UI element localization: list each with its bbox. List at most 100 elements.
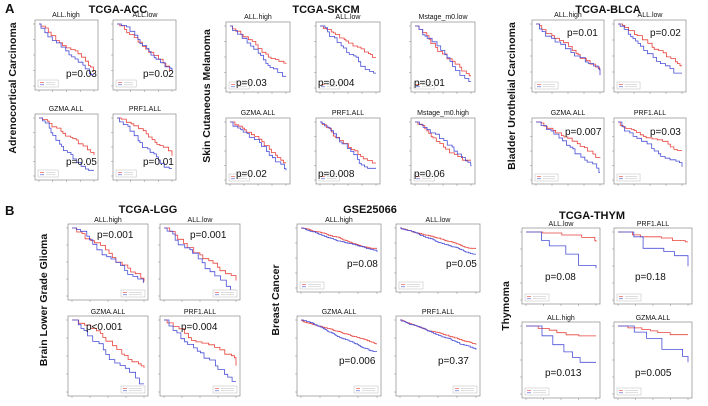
legend-box xyxy=(398,281,424,290)
plot-frame xyxy=(225,117,291,185)
km-plot-pvalue: p=0.01 xyxy=(567,28,598,39)
legend-box xyxy=(616,387,642,396)
km-plot-pvalue: p=0.01 xyxy=(414,78,445,89)
km-plot-title: ALL.low xyxy=(638,12,664,19)
survival-curve-low xyxy=(72,227,144,283)
km-plot: GZMA.ALL p=0.006 xyxy=(295,309,382,398)
survival-curve-high xyxy=(230,121,286,164)
plot-frame xyxy=(296,315,382,397)
km-plot: ALL.high p=0.08 xyxy=(295,217,382,294)
survival-curve-low xyxy=(164,319,236,382)
survival-curve-high xyxy=(164,227,237,281)
km-plot-title: PRF1.ALL xyxy=(634,110,666,117)
legend-box xyxy=(524,387,550,396)
survival-curve-low xyxy=(320,25,376,74)
panel-letter-b: B xyxy=(5,203,14,218)
survival-curve-high xyxy=(230,25,287,64)
km-plot-title: ALL.low xyxy=(133,12,159,19)
km-plot-pvalue: p=0.08 xyxy=(545,272,576,283)
survival-curve-low xyxy=(164,227,236,291)
km-plot-title: Mstage_m0.high xyxy=(417,110,469,117)
km-plot-pvalue: p=0.008 xyxy=(318,169,355,180)
legend-box xyxy=(524,293,550,302)
plot-frame xyxy=(225,21,291,93)
legend-box xyxy=(120,385,146,394)
km-plot: PRF1.ALL p=0.18 xyxy=(612,221,693,306)
plot-frame xyxy=(315,117,381,185)
survival-curve-low xyxy=(39,117,94,171)
side-label-breast-cancer: Breast Cancer xyxy=(270,264,282,335)
survival-curve-high xyxy=(39,117,95,156)
plot-frame xyxy=(410,21,476,93)
survival-curve-high xyxy=(526,325,596,337)
survival-curve-high xyxy=(415,25,471,77)
legend-box xyxy=(534,81,559,90)
plot-frame xyxy=(34,19,99,91)
side-label-brain-lgg: Brain Lower Grade Glioma xyxy=(38,234,50,367)
km-plot: ALL.high p=0.03 xyxy=(33,12,99,92)
survival-curve-low xyxy=(400,227,476,255)
survival-curve-low xyxy=(230,121,287,171)
km-plot: Mstage_m0.high p=0.06 xyxy=(409,110,476,186)
km-plot-pvalue: p=0.37 xyxy=(438,356,469,367)
km-plot-title: PRF1.ALL xyxy=(129,106,161,113)
km-plot-title: GZMA.ALL xyxy=(49,106,84,113)
km-plot-title: ALL.high xyxy=(554,12,582,19)
side-label-thymoma: Thymoma xyxy=(500,281,512,331)
group-title-tcga-thym: TCGA-THYM xyxy=(559,210,625,222)
legend-box xyxy=(616,173,641,182)
plot-frame xyxy=(521,227,601,305)
survival-curve-low xyxy=(301,319,377,352)
plot-frame xyxy=(521,321,601,399)
km-plot: ALL.low p=0.05 xyxy=(394,217,481,294)
km-plot: GZMA.ALL p=0.05 xyxy=(33,106,99,182)
survival-curve-high xyxy=(301,227,377,249)
km-plot-pvalue: p=0.18 xyxy=(635,272,666,283)
km-plot-title: PRF1.ALL xyxy=(184,309,216,316)
km-plot-pvalue: p=0.05 xyxy=(66,157,97,168)
km-plot: PRF1.ALL p=0.004 xyxy=(158,309,241,398)
survival-curve-low xyxy=(117,117,172,169)
km-plot: PRF1.ALL p=0.01 xyxy=(111,106,177,182)
legend-box xyxy=(228,81,250,90)
legend-box xyxy=(37,169,59,178)
survival-curve-low xyxy=(230,25,286,77)
km-plot-pvalue: p=0.004 xyxy=(318,78,355,89)
survival-curve-high xyxy=(536,121,601,158)
km-plot: PRF1.ALL p=0.37 xyxy=(394,309,481,398)
km-plot-title: ALL.high xyxy=(244,14,272,21)
legend-box xyxy=(413,81,435,90)
legend-box xyxy=(37,79,59,88)
km-plot: GZMA.ALL p=0.005 xyxy=(612,315,693,400)
km-plot-title: ALL.high xyxy=(325,217,353,224)
km-plot: PRF1.ALL p=0.008 xyxy=(314,110,381,186)
survival-curve-low xyxy=(618,23,682,74)
km-plot: Mstage_m0.low p=0.01 xyxy=(409,14,476,94)
survival-curve-high xyxy=(72,227,145,282)
km-plot: ALL.low p=0.004 xyxy=(314,14,381,94)
plot-frame xyxy=(613,227,693,305)
group-title-tcga-blca: TCGA-BLCA xyxy=(575,4,640,16)
km-plot-pvalue: p=0.03 xyxy=(236,78,267,89)
survival-curve-low xyxy=(536,23,601,76)
km-plot-title: ALL.low xyxy=(188,217,214,224)
side-label-adrenocortical: Adrenocortical Carcinoma xyxy=(7,22,19,153)
legend-box xyxy=(228,173,250,182)
km-plot-pvalue: p=0.06 xyxy=(414,169,445,180)
group-title-tcga-skcm: TCGA-SKCM xyxy=(292,4,359,16)
survival-curve-high xyxy=(618,325,688,336)
km-plot: GZMA.ALL p=0.007 xyxy=(530,110,605,186)
panel-letter-a: A xyxy=(5,1,15,16)
legend-box xyxy=(534,173,559,182)
km-plot: PRF1.ALL p=0.03 xyxy=(612,110,687,186)
km-plot-title: GZMA.ALL xyxy=(551,110,586,117)
km-plot-pvalue: p<0.001 xyxy=(86,322,123,333)
plot-frame xyxy=(395,315,481,397)
survival-curve-low xyxy=(415,121,472,167)
survival-curve-low xyxy=(536,121,600,173)
km-plot-pvalue: p=0.004 xyxy=(181,322,218,333)
group-title-tcga-lgg: TCGA-LGG xyxy=(119,204,178,216)
km-plot-title: ALL.high xyxy=(94,217,122,224)
survival-curve-low xyxy=(618,325,689,363)
survival-curve-high xyxy=(415,121,471,161)
